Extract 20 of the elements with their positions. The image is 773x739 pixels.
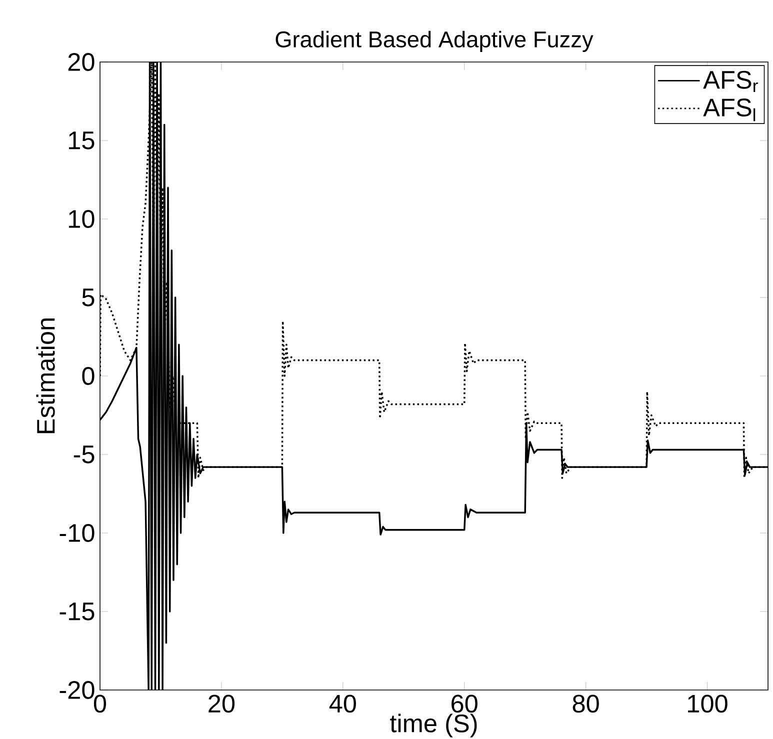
legend-label: AFS$_{l}$ — [703, 98, 756, 122]
y-tick-label: -10 — [60, 524, 94, 542]
text: AFS$_{r}$ — [703, 70, 758, 92]
x-axis-title: time (S) — [390, 714, 477, 738]
y-tick-label: 5 — [82, 288, 94, 306]
y-tick-label: -15 — [60, 602, 94, 620]
y-tick-label: 0 — [82, 367, 94, 385]
x-tick-label: 100 — [688, 694, 728, 713]
y-tick-label: 10 — [69, 210, 94, 228]
x-tick-label: 0 — [94, 694, 106, 713]
x-tick-label: 20 — [208, 694, 235, 713]
y-tick-label: 20 — [68, 53, 94, 71]
y-tick-label: -5 — [74, 446, 94, 464]
x-tick-label: 40 — [329, 694, 356, 713]
x-tick-label: 60 — [452, 694, 478, 713]
y-tick-label: 15 — [69, 132, 94, 150]
y-axis-title: Estimation — [36, 318, 55, 434]
y-tick-label: -20 — [60, 681, 94, 699]
chart-title: Gradient Based Adaptive Fuzzy — [276, 30, 594, 52]
x-tick-label: 80 — [572, 694, 599, 713]
